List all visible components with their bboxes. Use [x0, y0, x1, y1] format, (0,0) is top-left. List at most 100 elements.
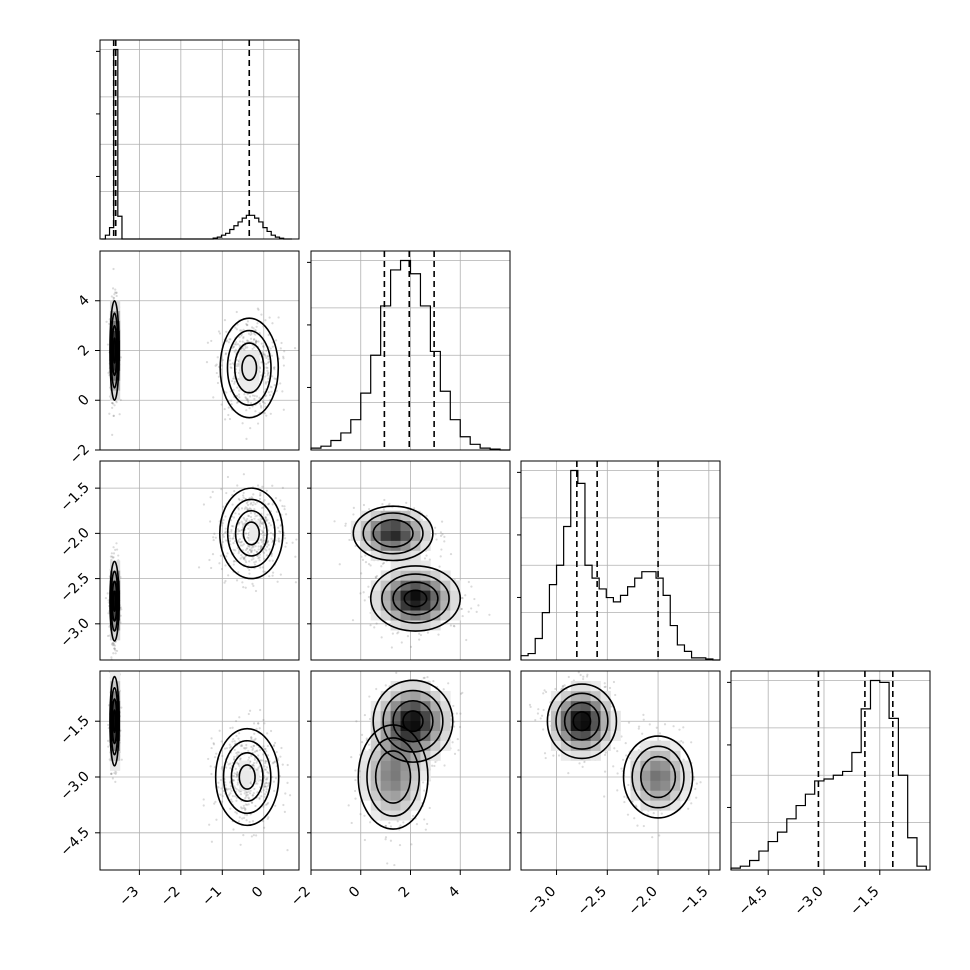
sample-point [264, 319, 267, 322]
density-contour [110, 570, 119, 632]
sample-point [216, 381, 220, 385]
density-contour [381, 573, 450, 624]
sample-point [237, 737, 240, 740]
sample-point [275, 389, 278, 392]
sample-point [224, 515, 227, 518]
sample-point [262, 353, 266, 356]
density-cell [420, 530, 431, 541]
density-cell [420, 710, 431, 722]
density-contour [362, 512, 424, 555]
sample-point [272, 744, 276, 748]
sample-point [263, 793, 267, 796]
sample-point [268, 575, 271, 578]
sample-point [255, 834, 258, 837]
sample-point [278, 540, 281, 543]
density-cell [380, 570, 391, 581]
sample-point [235, 799, 238, 802]
sample-point [273, 741, 277, 745]
sample-point [254, 782, 257, 785]
density-cell [400, 510, 411, 521]
sample-point [221, 754, 224, 758]
density-cell [440, 590, 451, 601]
sample-point [243, 393, 246, 396]
sample-point [249, 792, 252, 795]
sample-point [261, 539, 264, 542]
sample-point [224, 527, 227, 530]
sample-point [107, 371, 110, 375]
density-cell [400, 560, 411, 571]
density-cell [109, 580, 121, 591]
panel-content [528, 671, 702, 839]
sample-point [453, 578, 456, 581]
density-cell [370, 550, 381, 561]
density-cell [370, 530, 381, 541]
sample-point [264, 781, 268, 784]
sample-point [250, 737, 253, 741]
density-cell [410, 620, 421, 631]
sample-point [258, 556, 261, 559]
sample-point [245, 793, 248, 797]
sample-point [263, 539, 266, 542]
sample-point [232, 388, 235, 391]
sample-point [225, 391, 228, 394]
sample-point [247, 508, 250, 511]
sample-point [438, 565, 441, 568]
density-cell [390, 530, 401, 541]
sample-point [534, 718, 537, 722]
sample-point [381, 562, 384, 565]
sample-point [396, 632, 399, 635]
sample-point [240, 554, 243, 557]
density-cell [370, 790, 381, 801]
sample-point [236, 773, 239, 776]
sample-point [264, 747, 267, 751]
sample-point [110, 656, 113, 659]
density-cell [390, 680, 401, 692]
density-cell [390, 610, 401, 621]
sample-point [267, 816, 270, 819]
sample-point [253, 508, 256, 511]
sample-point [260, 406, 263, 409]
sample-point [234, 795, 237, 798]
sample-point [258, 796, 261, 799]
sample-point [461, 691, 464, 694]
sample-point [262, 401, 265, 404]
sample-point [233, 740, 236, 743]
sample-point [420, 518, 423, 521]
sample-point [223, 407, 226, 411]
sample-point [225, 766, 228, 769]
sample-point [256, 722, 260, 725]
sample-point [412, 507, 416, 510]
sample-point [239, 757, 242, 761]
sample-point [237, 540, 240, 543]
sample-point [265, 349, 268, 352]
sample-point [256, 791, 259, 794]
sample-point [251, 794, 254, 797]
density-contour [230, 752, 264, 802]
density-cell [400, 520, 411, 531]
sample-point [254, 333, 257, 336]
sample-point [282, 355, 285, 358]
sample-point [276, 580, 279, 583]
sample-point [382, 508, 385, 511]
density-cell [430, 570, 441, 581]
sample-point [252, 584, 255, 587]
sample-point [238, 529, 241, 532]
sample-point [240, 807, 244, 810]
sample-point [263, 570, 267, 574]
density-cell [440, 690, 451, 702]
sample-point [399, 824, 402, 827]
sample-point [113, 647, 116, 650]
density-cell [109, 620, 121, 631]
sample-point [279, 530, 282, 534]
sample-point [259, 708, 262, 712]
sample-point [247, 527, 250, 530]
sample-point [250, 736, 253, 739]
density-cell [400, 620, 411, 631]
density-cell [430, 580, 441, 591]
sample-point [241, 494, 245, 497]
density-cell [400, 610, 411, 621]
density-cell [410, 510, 421, 521]
sample-point [455, 712, 458, 715]
density-cell [109, 330, 121, 341]
sample-point [221, 800, 224, 803]
